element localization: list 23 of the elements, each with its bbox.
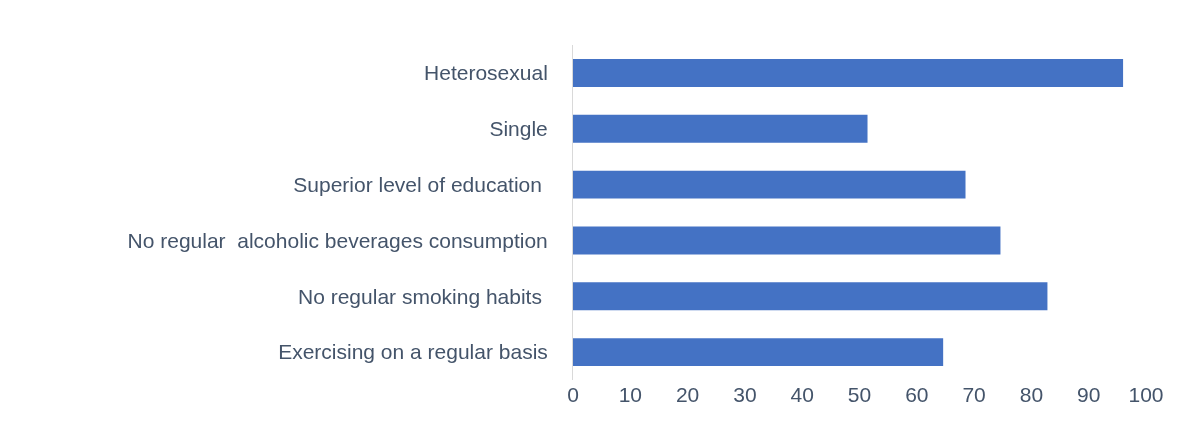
x-tick-label: 90 xyxy=(1077,383,1101,406)
bar xyxy=(573,338,944,367)
bar xyxy=(573,58,1124,87)
y-tick-label: Heterosexual xyxy=(424,61,548,85)
y-tick-label: Single xyxy=(489,117,548,141)
x-tick-label: 30 xyxy=(733,383,757,406)
x-tick-label: 0 xyxy=(567,383,579,406)
x-tick-label: 50 xyxy=(847,383,872,406)
y-tick-label: No regular alcoholic beverages consumption xyxy=(127,228,548,252)
y-tick-label: Exercising on a regular basis xyxy=(278,340,548,364)
x-tick-label: 80 xyxy=(1019,383,1044,406)
x-tick-label: 10 xyxy=(618,383,642,406)
bar xyxy=(573,114,868,143)
y-tick-label: Superior level of education xyxy=(293,172,548,196)
y-tick-label: No regular smoking habits xyxy=(298,284,548,308)
bar xyxy=(573,170,966,199)
bar xyxy=(573,226,1001,255)
x-tick-label: 40 xyxy=(790,383,814,406)
bar xyxy=(573,282,1048,311)
x-tick-label: 70 xyxy=(962,383,986,406)
x-tick-label: 60 xyxy=(905,383,929,406)
x-tick-label: 20 xyxy=(675,383,700,406)
x-tick-label: 100 xyxy=(1128,383,1164,406)
